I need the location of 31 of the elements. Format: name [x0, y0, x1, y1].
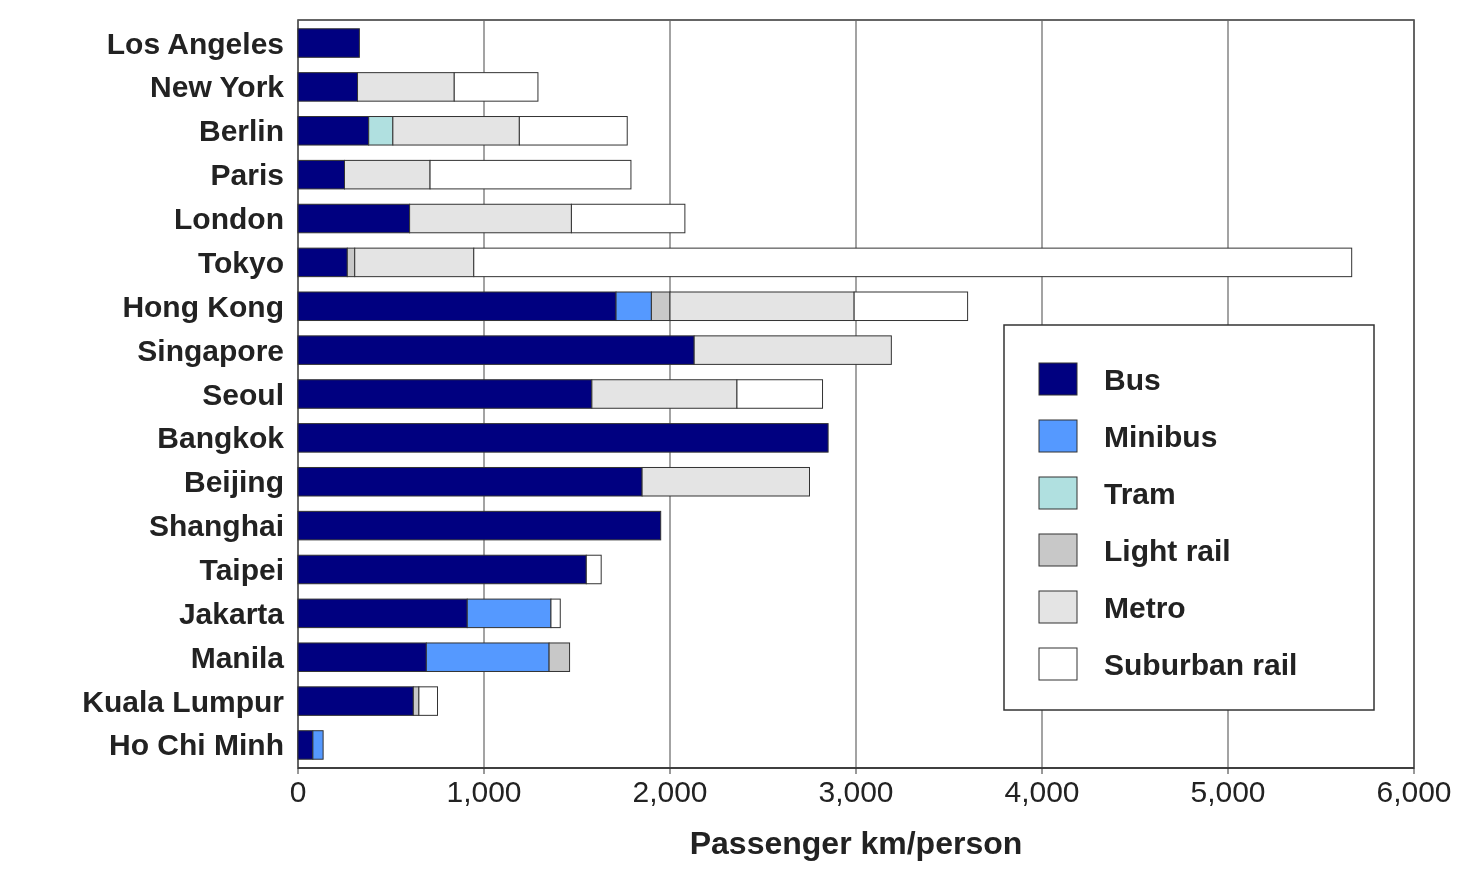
legend-label: Tram: [1104, 476, 1176, 510]
y-tick-label: Paris: [210, 158, 284, 192]
x-tick-label: 5,000: [1190, 775, 1266, 808]
y-tick-label: Tokyo: [197, 245, 284, 279]
y-tick-label: Beijing: [183, 465, 284, 499]
legend-label: Metro: [1104, 590, 1186, 624]
x-tick-label: 6,000: [1376, 775, 1452, 808]
y-tick-label: Berlin: [198, 114, 284, 148]
x-tick-label: 2,000: [632, 775, 708, 808]
x-tick-label: 3,000: [818, 775, 894, 808]
y-tick-label: Kuala Lumpur: [82, 684, 285, 718]
y-tick-label: Ho Chi Minh: [109, 728, 284, 762]
y-tick-label: Taipei: [199, 552, 284, 586]
y-tick-label: London: [174, 202, 284, 236]
legend-label: Minibus: [1104, 419, 1218, 453]
y-tick-label: Hong Kong: [122, 289, 284, 323]
legend-label: Suburban rail: [1104, 647, 1298, 681]
x-axis-title: Passenger km/person: [689, 825, 1023, 861]
y-tick-label: Bangkok: [157, 421, 285, 455]
x-tick-label: 4,000: [1004, 775, 1080, 808]
y-tick-label: Los Angeles: [106, 26, 284, 60]
y-tick-label: Shanghai: [148, 509, 284, 543]
y-tick-label: New York: [150, 70, 285, 104]
y-tick-label: Seoul: [202, 377, 284, 411]
x-tick-label: 0: [289, 775, 307, 808]
y-tick-label: Jakarta: [178, 596, 285, 630]
x-tick-label: 1,000: [446, 775, 522, 808]
legend-label: Bus: [1104, 362, 1161, 396]
legend-label: Light rail: [1104, 533, 1231, 567]
y-tick-label: Manila: [190, 640, 285, 674]
y-tick-label: Singapore: [137, 333, 284, 367]
